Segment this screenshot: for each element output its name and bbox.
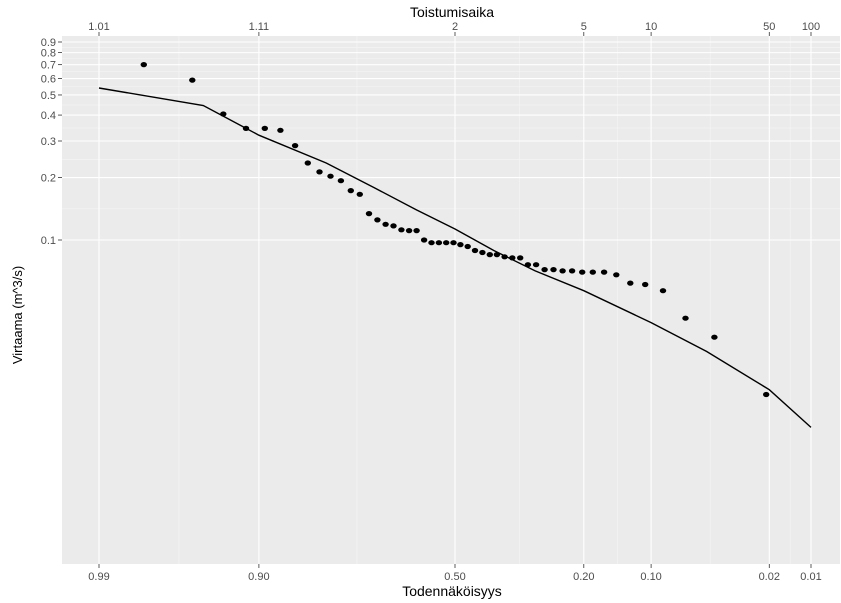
data-point [659,288,667,294]
top-tick-label: 2 [452,21,458,33]
data-point [261,125,268,131]
x-tick-label: 0.50 [444,571,465,583]
data-point [493,252,501,258]
data-point [356,191,363,197]
top-tick-label: 100 [802,21,820,33]
top-tick-label: 1.11 [249,21,270,33]
data-point [642,281,649,288]
data-point [435,240,443,246]
data-point [398,227,405,233]
top-tick-label: 10 [645,21,657,33]
minor-gridlines [62,36,840,564]
top-tick-label: 5 [581,21,587,33]
data-point [428,240,435,246]
data-point [600,269,608,275]
y-tick-label: 0.2 [41,173,56,185]
y-tick-label: 0.5 [41,90,56,102]
y-tick-label: 0.4 [41,110,56,122]
y-axis-ticks: 0.1 0.2 0.3 0.4 0.5 0.6 0.70.80.9 [41,37,62,247]
y-tick-label: 0.8 [41,48,56,60]
data-point [509,255,516,261]
y-axis-title: Virtaama (m^3/s) [10,266,25,364]
data-point [613,272,620,278]
data-point [291,143,299,149]
data-point [682,315,689,321]
y-tick-label: 0.7 [41,60,56,72]
data-point [579,269,586,275]
x-tick-label: 0.20 [573,571,594,583]
x-axis-bottom-ticks: 0.99 0.90 0.50 0.20 0.10 0.02 0.01 [88,564,822,583]
top-axis-title: Toistumisaika [410,4,494,20]
data-point [304,160,311,166]
data-point [541,267,548,273]
data-point [627,280,634,286]
data-point [568,268,576,274]
data-point [517,255,524,261]
data-point [405,228,413,234]
data-point [464,243,471,250]
data-point [374,217,381,223]
data-point [550,267,557,273]
data-point [413,228,420,234]
data-point [589,269,596,275]
data-point [420,237,428,243]
data-point [501,254,508,260]
x-tick-label: 0.99 [88,571,109,583]
data-point [524,262,532,268]
data-point [382,221,389,227]
data-point [763,391,770,398]
data-point [711,334,718,340]
x-tick-label: 0.01 [800,571,821,583]
top-tick-label: 1.01 [88,21,109,33]
data-point [140,62,147,68]
data-point [486,252,493,258]
y-tick-label: 0.6 [41,74,56,86]
data-point [242,125,250,131]
data-point [471,247,479,254]
top-tick-label: 50 [763,21,775,33]
data-point [365,211,373,217]
data-point [479,249,486,256]
fitted-distribution-curve [98,87,812,428]
data-point [347,188,354,194]
data-point [189,77,196,83]
data-point [559,268,566,274]
data-point [457,242,464,248]
x-axis-top-ticks: 1.01 1.11 2 5 10 50 100 [88,21,820,36]
x-axis-title: Todennäköisyys [402,583,502,599]
data-point [532,262,540,268]
data-point [316,169,323,175]
y-tick-label: 0.9 [41,37,56,49]
observed-data-points [140,62,770,398]
major-gridlines [62,36,840,564]
data-point [220,111,227,117]
data-point [443,240,450,246]
data-point [450,240,457,246]
data-point [390,223,397,229]
y-tick-label: 0.1 [41,235,56,247]
data-point [277,127,284,133]
data-point [327,173,334,179]
x-tick-label: 0.90 [248,571,269,583]
x-tick-label: 0.02 [759,571,780,583]
y-tick-label: 0.3 [41,136,56,148]
x-tick-label: 0.10 [640,571,661,583]
data-point [337,178,345,184]
